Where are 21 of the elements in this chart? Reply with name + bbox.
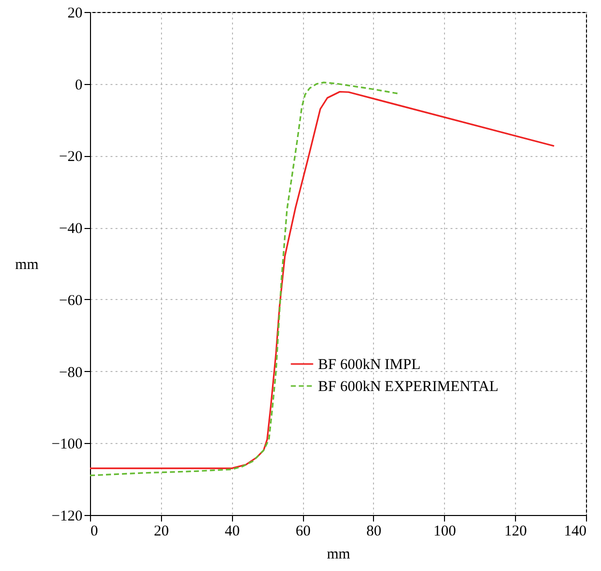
x-tick-label: 140 xyxy=(564,524,586,540)
x-tick-label: 80 xyxy=(366,524,382,540)
y-tick-label: −100 xyxy=(52,436,82,453)
x-tick-label: 0 xyxy=(90,524,98,540)
y-tick-label: 20 xyxy=(68,6,82,22)
x-tick-label: 120 xyxy=(504,524,527,540)
x-tick-label: 40 xyxy=(224,524,240,540)
x-tick-label: 20 xyxy=(154,524,169,540)
legend-label: BF 600kN IMPL xyxy=(318,357,421,373)
y-tick-label: −20 xyxy=(59,149,82,166)
x-axis-title: mm xyxy=(326,546,350,562)
y-tick-label: −80 xyxy=(59,364,82,381)
line-series xyxy=(89,90,555,470)
y-axis-title: mm xyxy=(15,257,39,273)
x-tick-label: 100 xyxy=(434,524,456,540)
x-tick-label: 60 xyxy=(296,524,311,540)
y-tick-label: −60 xyxy=(59,292,82,309)
y-tick-label: −40 xyxy=(59,221,82,238)
y-tick-label: −120 xyxy=(52,508,82,524)
legend-label: BF 600kN EXPERIMENTAL xyxy=(318,379,498,395)
y-tick-label: 0 xyxy=(75,77,82,94)
